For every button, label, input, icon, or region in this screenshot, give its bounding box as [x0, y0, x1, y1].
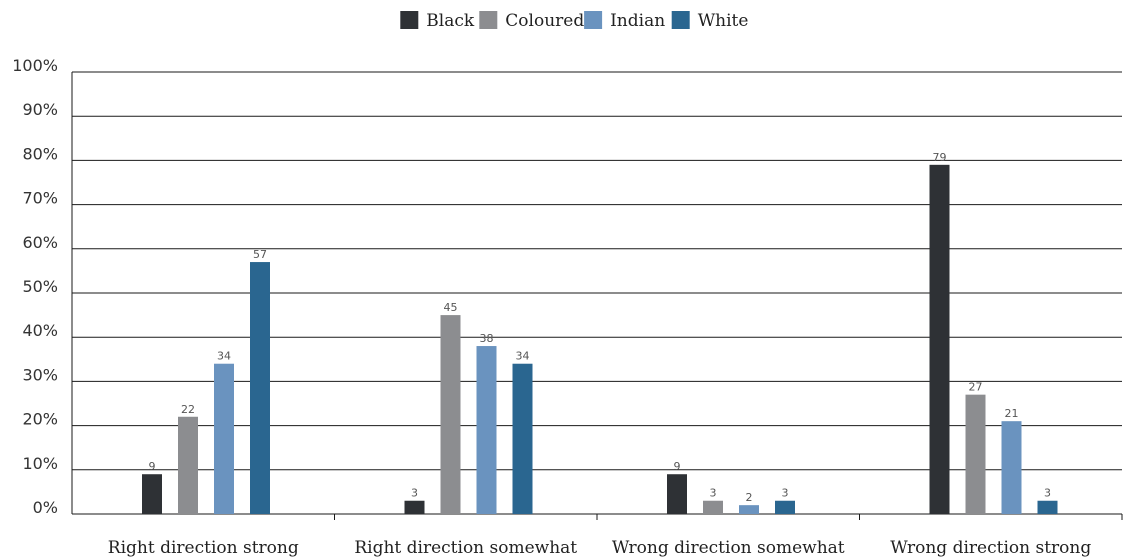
legend-swatch	[479, 11, 498, 29]
data-label: 3	[1044, 487, 1051, 500]
x-tick-label: Right direction somewhat	[354, 538, 577, 558]
y-tick-label: 0%	[33, 498, 58, 517]
bar-black-right-direction-somewhat	[404, 500, 425, 514]
bar-white-wrong-direction-strong	[1037, 500, 1058, 514]
y-tick-label: 30%	[22, 365, 58, 384]
legend-swatch	[671, 11, 690, 29]
x-tick-label: Wrong direction strong	[890, 538, 1091, 558]
y-tick-label: 80%	[22, 144, 58, 163]
bar-black-wrong-direction-strong	[929, 164, 950, 514]
bar-coloured-right-direction-strong	[178, 416, 198, 514]
x-axis: Right direction strong Right direction so…	[108, 514, 1123, 558]
data-label: 79	[933, 151, 947, 164]
data-label: 57	[253, 248, 267, 261]
bar-indian-right-direction-strong	[214, 363, 234, 514]
y-tick-label: 90%	[22, 100, 58, 119]
legend-label: Coloured	[505, 11, 584, 31]
legend-label: Indian	[610, 11, 665, 31]
x-tick-label: Right direction strong	[108, 538, 299, 558]
data-label: 34	[516, 350, 530, 363]
gridlines	[71, 71, 1122, 515]
data-label: 27	[969, 381, 983, 394]
data-label: 21	[1005, 407, 1019, 420]
y-tick-label: 70%	[22, 189, 58, 208]
data-label: 45	[444, 301, 458, 314]
data-label: 3	[710, 487, 717, 500]
data-label: 3	[782, 487, 789, 500]
y-tick-label: 20%	[22, 410, 58, 429]
bar-white-right-direction-somewhat	[512, 363, 533, 514]
x-tick-label: Wrong direction somewhat	[612, 538, 845, 558]
data-label: 22	[181, 403, 195, 416]
y-tick-label: 60%	[22, 233, 58, 252]
bar-indian-wrong-direction-somewhat	[739, 505, 759, 514]
legend-label: White	[698, 11, 749, 31]
bar-indian-right-direction-somewhat	[476, 346, 497, 514]
bar-white-right-direction-strong	[250, 262, 270, 514]
y-axis: 0% 10% 20% 30% 40% 50% 60% 70% 80% 90% 100%	[12, 56, 58, 517]
legend: Black Coloured Indian White	[400, 11, 748, 31]
data-label: 9	[674, 460, 681, 473]
legend-item-black: Black	[400, 11, 475, 31]
y-tick-label: 10%	[22, 454, 58, 473]
bar-black-wrong-direction-somewhat	[667, 474, 687, 514]
data-label: 38	[480, 332, 494, 345]
y-tick-label: 50%	[22, 277, 58, 296]
data-label: 34	[217, 350, 231, 363]
bar-indian-wrong-direction-strong	[1001, 421, 1022, 514]
data-label: 9	[149, 460, 156, 473]
bar-black-right-direction-strong	[142, 474, 162, 514]
data-label: 3	[411, 487, 418, 500]
bar-coloured-wrong-direction-strong	[965, 394, 986, 514]
bar-coloured-right-direction-somewhat	[440, 315, 461, 514]
legend-item-coloured: Coloured	[479, 11, 584, 31]
bar-white-wrong-direction-somewhat	[775, 500, 795, 514]
legend-swatch	[584, 11, 603, 29]
bars: 9 22 34 57 3 45 38 34 9 3 2 3 79 27 21 3	[142, 151, 1058, 514]
legend-item-indian: Indian	[584, 11, 665, 31]
legend-swatch	[400, 11, 419, 29]
data-label: 2	[746, 491, 753, 504]
legend-item-white: White	[671, 11, 749, 31]
bar-coloured-wrong-direction-somewhat	[703, 500, 723, 514]
legend-label: Black	[426, 11, 475, 31]
y-tick-label: 40%	[22, 321, 58, 340]
y-tick-label: 100%	[12, 56, 58, 75]
